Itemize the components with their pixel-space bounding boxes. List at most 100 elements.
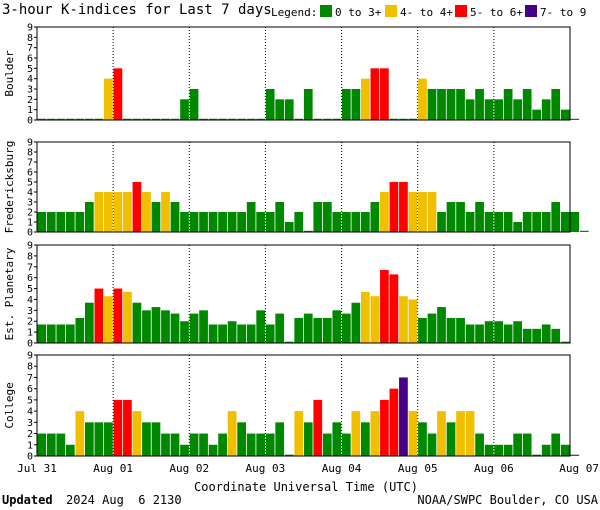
y-tick-label: 8: [27, 251, 33, 262]
bar-0-45: [465, 99, 475, 120]
bar-3-16: [189, 433, 199, 456]
bar-2-10: [132, 302, 142, 343]
legend: Legend: 0 to 3+ 4- to 4+ 5- to 6+ 7- to 9: [271, 5, 586, 19]
bar-2-17: [199, 310, 208, 343]
bar-3-54: [551, 433, 561, 456]
bar-0-9: [123, 118, 132, 120]
y-tick-label: 1: [27, 440, 33, 451]
bar-2-21: [237, 324, 246, 343]
legend-swatch-1: [385, 5, 397, 17]
bar-3-1: [46, 433, 56, 456]
bar-0-28: [303, 89, 313, 120]
bar-2-38: [399, 296, 408, 343]
legend-item-2: 5- to 6+: [470, 6, 523, 19]
bar-2-24: [265, 324, 275, 343]
y-tick-label: 5: [27, 178, 33, 189]
station-label-0: Boulder: [3, 50, 16, 97]
legend-item-3: 7- to 9: [540, 6, 586, 19]
bar-0-51: [522, 89, 532, 120]
bar-2-34: [361, 291, 370, 343]
bar-0-54: [551, 89, 561, 120]
bar-1-25: [275, 202, 285, 232]
bar-1-24: [265, 212, 275, 232]
y-tick-label: 8: [27, 362, 33, 373]
y-tick-label: 4: [27, 407, 33, 418]
bar-1-49: [503, 212, 513, 232]
bar-3-41: [427, 433, 437, 456]
y-tick-label: 7: [27, 262, 33, 273]
legend-item-1: 4- to 4+: [400, 6, 453, 19]
bar-1-5: [84, 202, 94, 232]
y-tick-label: 3: [27, 198, 33, 209]
bar-0-26: [284, 99, 294, 120]
chart-title: 3-hour K-indices for Last 7 days: [2, 2, 272, 18]
bar-0-17: [199, 118, 208, 120]
bar-1-28: [303, 230, 313, 232]
y-tick-label: 0: [27, 116, 33, 127]
y-tick-label: 5: [27, 395, 33, 406]
bar-1-36: [380, 192, 389, 232]
y-tick-label: 5: [27, 284, 33, 295]
y-tick-label: 8: [27, 33, 33, 44]
y-tick-label: 7: [27, 43, 33, 54]
bar-2-15: [180, 321, 189, 343]
bar-3-21: [237, 422, 246, 456]
bar-3-52: [532, 454, 542, 456]
bar-3-26: [284, 454, 294, 456]
y-tick-label: 0: [27, 339, 33, 350]
bar-2-49: [503, 324, 513, 343]
bar-0-13: [161, 118, 170, 120]
bar-0-46: [475, 89, 484, 120]
bar-0-7: [104, 78, 113, 120]
bar-0-52: [532, 109, 542, 120]
updated-label: Updated: [2, 493, 53, 507]
bar-1-18: [208, 212, 218, 232]
bar-1-50: [513, 222, 523, 232]
bar-2-14: [170, 313, 180, 343]
bar-3-37: [389, 388, 399, 456]
bar-0-55: [560, 109, 570, 120]
bar-1-27: [294, 212, 304, 232]
y-tick-label: 4: [27, 295, 33, 306]
bar-1-22: [246, 202, 256, 232]
bar-0-14: [170, 118, 180, 120]
panel-frame: [36, 354, 571, 457]
bar-0-21: [237, 118, 246, 120]
bar-2-35: [370, 296, 380, 343]
bar-0-24: [265, 89, 275, 120]
bar-0-47: [484, 99, 494, 120]
bar-2-43: [446, 317, 456, 343]
bar-2-4: [75, 317, 85, 343]
bar-1-37: [389, 182, 399, 232]
bar-3-42: [437, 411, 446, 456]
bar-1-39: [408, 192, 418, 232]
bar-1-4: [75, 212, 85, 232]
bar-1-41: [427, 192, 437, 232]
bar-3-43: [446, 422, 456, 456]
bar-3-9: [123, 399, 132, 456]
y-tick-label: 2: [27, 317, 33, 328]
bar-0-8: [113, 68, 123, 120]
bar-1-40: [418, 192, 427, 232]
bar-0-40: [418, 78, 427, 120]
bar-2-12: [151, 307, 161, 343]
y-tick-label: 4: [27, 74, 33, 85]
bar-2-5: [84, 302, 94, 343]
panels: 0123456789Boulder0123456789Fredericksbur…: [3, 23, 589, 463]
y-tick-label: 3: [27, 85, 33, 96]
y-tick-label: 3: [27, 418, 33, 429]
bar-1-34: [361, 212, 370, 232]
bar-1-53: [541, 212, 551, 232]
bar-3-35: [370, 411, 380, 456]
bar-1-15: [180, 212, 189, 232]
bar-3-33: [351, 411, 361, 456]
bar-0-2: [56, 118, 66, 120]
bar-3-47: [484, 444, 494, 456]
y-tick-label: 9: [27, 351, 33, 362]
bar-0-43: [446, 89, 456, 120]
bar-2-53: [541, 324, 551, 343]
bar-1-48: [494, 212, 503, 232]
bar-0-34: [361, 78, 370, 120]
bar-1-43: [446, 202, 456, 232]
